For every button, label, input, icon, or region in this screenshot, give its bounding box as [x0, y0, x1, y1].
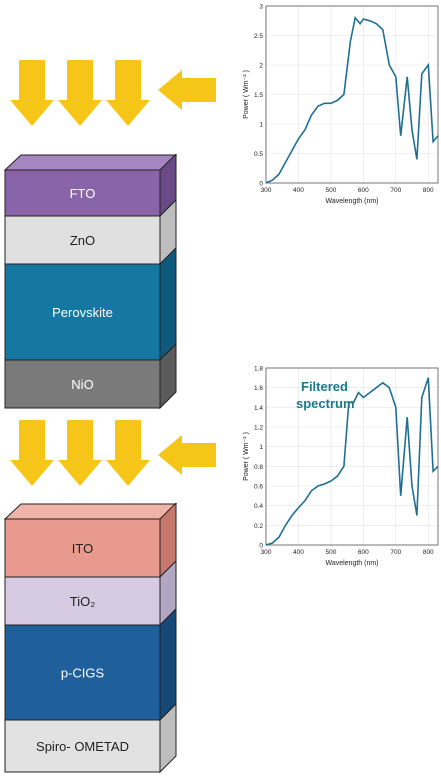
y-tick-label: 1 — [259, 444, 263, 451]
stack-top-face — [3, 503, 178, 520]
layer-label: p-CIGS — [61, 666, 105, 681]
stack-layer: ZnO — [4, 198, 177, 266]
x-tick-label: 700 — [390, 187, 401, 194]
spectrum-chart: 300 400 500 600 700 800 0 0.5 1 1.5 2 2.5 3 Wavelengt… — [243, 4, 439, 205]
stack-layer: Spiro- OMETAD — [4, 702, 177, 774]
chart-title-line1: Filtered — [301, 379, 348, 394]
x-tick-label: 600 — [358, 187, 369, 194]
y-axis-label: Power ( Wm⁻² ) — [243, 432, 250, 481]
stack-layer: TiO₂ — [4, 559, 177, 627]
x-tick-label: 800 — [423, 187, 434, 194]
x-tick-label: 500 — [325, 549, 336, 556]
top-layer-stack: FTO ZnO Perovskite NiO — [3, 152, 178, 415]
plot-frame — [265, 5, 439, 184]
x-tick-label: 700 — [390, 549, 401, 556]
x-tick-label: 600 — [358, 549, 369, 556]
y-tick-label: 0.5 — [254, 151, 263, 158]
layer-label: FTO — [70, 186, 96, 201]
y-tick-label: 2.5 — [254, 33, 263, 40]
y-tick-label: 0 — [259, 181, 263, 188]
down-arrow-icon — [106, 60, 150, 126]
y-tick-label: 0.6 — [254, 484, 263, 491]
x-axis-label: Wavelength (nm) — [325, 560, 378, 567]
x-tick-label: 800 — [423, 549, 434, 556]
y-axis-label: Power ( Wm⁻² ) — [243, 70, 250, 119]
down-arrow-icon — [58, 420, 102, 486]
x-tick-label: 300 — [261, 549, 272, 556]
y-tick-label: 3 — [259, 4, 263, 11]
stack-layer: NiO — [4, 342, 177, 410]
x-tick-label: 300 — [261, 187, 272, 194]
y-tick-label: 2 — [259, 63, 263, 70]
layer-label: ZnO — [70, 233, 95, 248]
y-tick-label: 0 — [259, 543, 263, 550]
x-tick-label: 400 — [293, 187, 304, 194]
stack-layer: Perovskite — [4, 246, 177, 362]
down-arrow-icon — [10, 60, 54, 126]
y-tick-label: 1.5 — [254, 92, 263, 99]
y-tick-label: 1.2 — [254, 425, 263, 432]
left-arrow-icon — [158, 70, 216, 110]
y-tick-label: 1 — [259, 122, 263, 129]
layer-label: Spiro- OMETAD — [36, 739, 129, 754]
layer-label: NiO — [71, 377, 93, 392]
y-tick-label: 1.8 — [254, 366, 263, 373]
x-tick-label: 400 — [293, 549, 304, 556]
stack-top-face — [3, 154, 178, 171]
down-arrow-icon — [10, 420, 54, 486]
layer-label: Perovskite — [52, 305, 113, 320]
filtered-spectrum-chart: 300 400 500 600 700 800 0 0.2 0.4 0.6 0.8 1 1.2 1.4 1.… — [243, 366, 439, 567]
left-arrow-icon — [158, 435, 216, 475]
y-tick-label: 1.6 — [254, 385, 263, 392]
chart-title-line2: spectrum — [296, 396, 355, 411]
spectrum-line — [265, 16, 439, 184]
layer-label: TiO₂ — [70, 594, 96, 609]
x-axis-label: Wavelength (nm) — [325, 198, 378, 205]
y-tick-label: 1.4 — [254, 405, 263, 412]
down-arrow-icon — [58, 60, 102, 126]
layer-label: ITO — [72, 541, 93, 556]
plot-frame — [265, 367, 439, 546]
bottom-layer-stack: ITO TiO₂ p-CIGS Spiro- OMETAD — [3, 501, 178, 779]
stack-layer: ITO — [4, 501, 177, 579]
y-tick-label: 0.8 — [254, 464, 263, 471]
y-tick-label: 0.2 — [254, 523, 263, 530]
y-tick-label: 0.4 — [254, 503, 263, 510]
down-arrow-icon — [106, 420, 150, 486]
stack-layer: p-CIGS — [4, 607, 177, 722]
spectrum-line — [265, 377, 439, 546]
x-tick-label: 500 — [325, 187, 336, 194]
